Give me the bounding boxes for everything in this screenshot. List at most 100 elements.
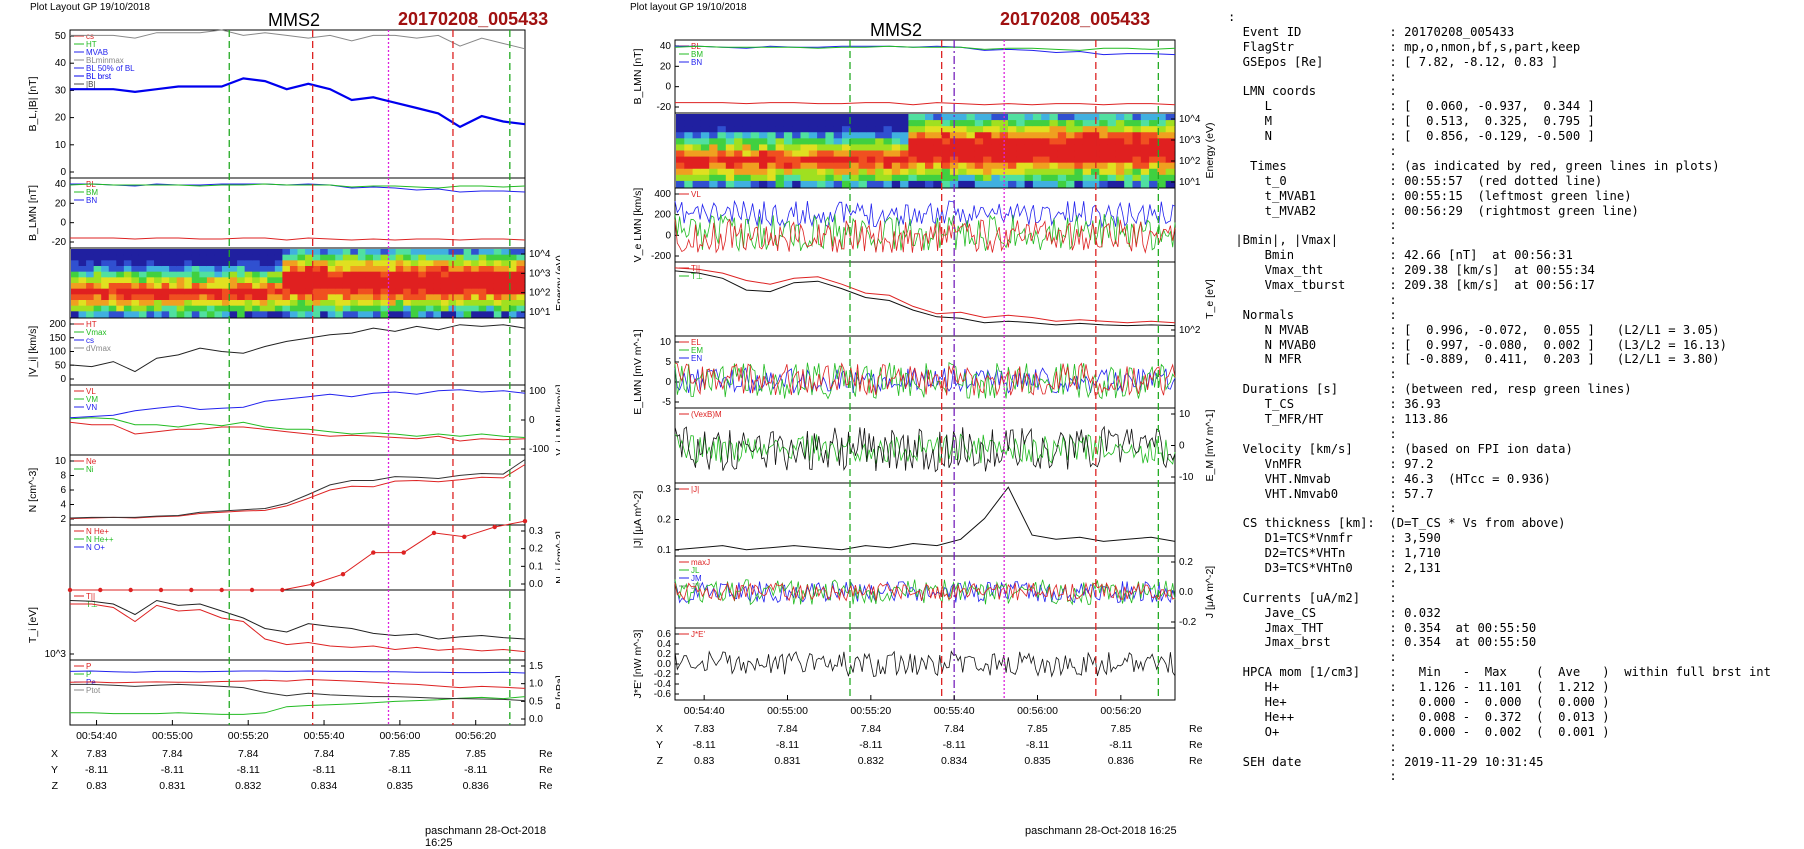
left-series-n-ne <box>69 464 526 520</box>
left-spectrogram-cell <box>342 294 351 301</box>
middle-spectrogram-cell <box>900 162 909 170</box>
left-spectrogram-cell <box>493 266 502 273</box>
left-spectrogram-cell <box>214 249 223 256</box>
summary-line: : <box>1228 144 1397 159</box>
left-spectrogram-cell <box>395 288 404 295</box>
left-spectrogram-cell <box>342 305 351 312</box>
middle-spectrogram-cell <box>833 114 843 121</box>
middle-spectrogram-cell <box>1082 150 1092 158</box>
middle-spectrogram-cell <box>941 114 951 121</box>
left-spectrogram-cell <box>395 271 404 278</box>
middle-spectrogram-cell <box>725 156 735 164</box>
left-spectrogram-cell <box>199 260 208 267</box>
middle-spectrogram-cell <box>1057 150 1067 158</box>
middle-spectrogram-cell <box>1149 114 1158 121</box>
left-spectrogram-cell <box>342 249 351 256</box>
middle-spectrogram-cell <box>1024 150 1034 158</box>
summary-line: SEH date : 2019-11-29 10:31:45 <box>1228 754 1544 769</box>
left-spectrogram-cell <box>456 277 465 284</box>
middle-spectrogram-cell <box>1165 114 1175 121</box>
middle-spectrogram-cell <box>1132 132 1142 139</box>
left-spectrogram-cell <box>425 260 434 267</box>
middle-spectrogram-cell <box>1140 156 1150 164</box>
summary-line: Jmax_THT : 0.354 at 00:55:50 <box>1228 620 1537 635</box>
left-spectrogram-cell <box>342 283 351 290</box>
middle-spectrogram-cell <box>941 150 951 158</box>
middle-spectrogram-cell <box>792 150 802 158</box>
middle-spectrogram-cell <box>966 126 976 133</box>
left-ni-point <box>219 587 224 593</box>
left-spectrogram-cell <box>456 294 465 301</box>
left-spectrogram-cell <box>244 311 253 318</box>
middle-spectrogram-cell <box>1049 150 1059 158</box>
middle-spectrogram-cell <box>833 126 843 133</box>
left-spectrogram-cell <box>237 266 246 273</box>
middle-spectrogram-cell <box>1165 162 1175 170</box>
left-spectrogram-cell <box>191 283 200 290</box>
left-tick-label: 40 <box>55 179 67 190</box>
left-spectrogram-cell <box>403 283 412 290</box>
middle-spectrogram-cell <box>1057 156 1067 164</box>
left-spectrogram-cell <box>259 260 268 267</box>
middle-spectrogram-cell <box>974 180 984 188</box>
left-time-tick-label: 00:54:40 <box>76 730 117 742</box>
left-spectrogram-cell <box>403 277 412 284</box>
left-coord-label: X <box>51 748 58 760</box>
left-spectrogram-cell <box>229 283 238 290</box>
middle-spectrogram-cell <box>1115 156 1125 164</box>
left-tick-label: 0.0 <box>529 714 543 725</box>
summary-line: : <box>1228 292 1397 307</box>
middle-spectrogram-cell <box>1132 162 1142 170</box>
left-spectrogram-cell <box>373 288 382 295</box>
left-coord-value: 7.83 <box>86 748 107 760</box>
middle-spectrogram-cell <box>1008 114 1017 121</box>
middle-spectrogram-cell <box>958 138 968 146</box>
summary-line: : <box>1228 218 1397 233</box>
left-spectrogram-cell <box>237 271 246 278</box>
left-spectrogram-cell <box>131 283 140 290</box>
middle-spectrogram-cell <box>1149 132 1158 139</box>
left-spectrogram-cell <box>282 283 291 290</box>
left-spectrogram-cell <box>425 249 434 256</box>
middle-spectrogram-cell <box>725 150 735 158</box>
middle-plot: Plot layout GP 19/10/2018 MMS2 20170208_… <box>620 0 1220 841</box>
middle-legend-label: T|| <box>691 264 700 273</box>
left-spectrogram-cell <box>214 288 223 295</box>
left-spectrogram-cell <box>327 311 336 318</box>
left-coord-value: 7.84 <box>314 748 335 760</box>
summary-line: T_CS : 36.93 <box>1228 397 1441 412</box>
left-spectrogram-cell <box>267 249 276 256</box>
middle-spectrogram-cell <box>925 138 934 146</box>
middle-coord-value: 0.832 <box>858 755 884 767</box>
middle-spectrogram-cell <box>692 168 702 176</box>
left-spectrogram-cell <box>410 294 419 301</box>
middle-spectrogram-cell <box>991 120 1001 127</box>
left-ni-point <box>249 587 255 593</box>
left-series-vilmn-vm <box>69 417 526 438</box>
middle-spectrogram-cell <box>1091 144 1100 152</box>
middle-spectrogram-cell <box>767 114 777 121</box>
left-spectrogram-cell <box>501 271 510 278</box>
middle-spectrogram-cell <box>850 168 860 176</box>
middle-coord-value: 0.835 <box>1024 755 1050 767</box>
left-spectrogram-cell <box>161 254 170 261</box>
left-spectrogram-cell <box>357 300 367 307</box>
middle-spectrogram-cell <box>966 156 976 164</box>
left-spectrogram-cell <box>320 249 329 256</box>
left-spectrogram-cell <box>252 249 261 256</box>
middle-spectrogram-cell <box>1099 156 1109 164</box>
middle-spectrogram-cell <box>792 174 802 182</box>
left-spectrogram-cell <box>274 266 283 273</box>
left-spectrogram-cell <box>259 249 268 256</box>
left-spectrogram-cell <box>244 277 253 284</box>
middle-spectrogram-cell <box>1024 162 1034 170</box>
middle-spectrogram-cell <box>767 180 777 188</box>
left-spectrogram-cell <box>184 254 193 261</box>
left-spectrogram-cell <box>327 277 336 284</box>
middle-spectrogram-cell <box>1074 174 1084 182</box>
left-spectrogram-cell <box>456 271 465 278</box>
left-spectrogram-cell <box>101 305 110 312</box>
middle-tick-label: 200 <box>654 210 671 221</box>
middle-spectrogram-cell <box>966 114 976 121</box>
middle-spectrogram-cell <box>800 120 810 127</box>
